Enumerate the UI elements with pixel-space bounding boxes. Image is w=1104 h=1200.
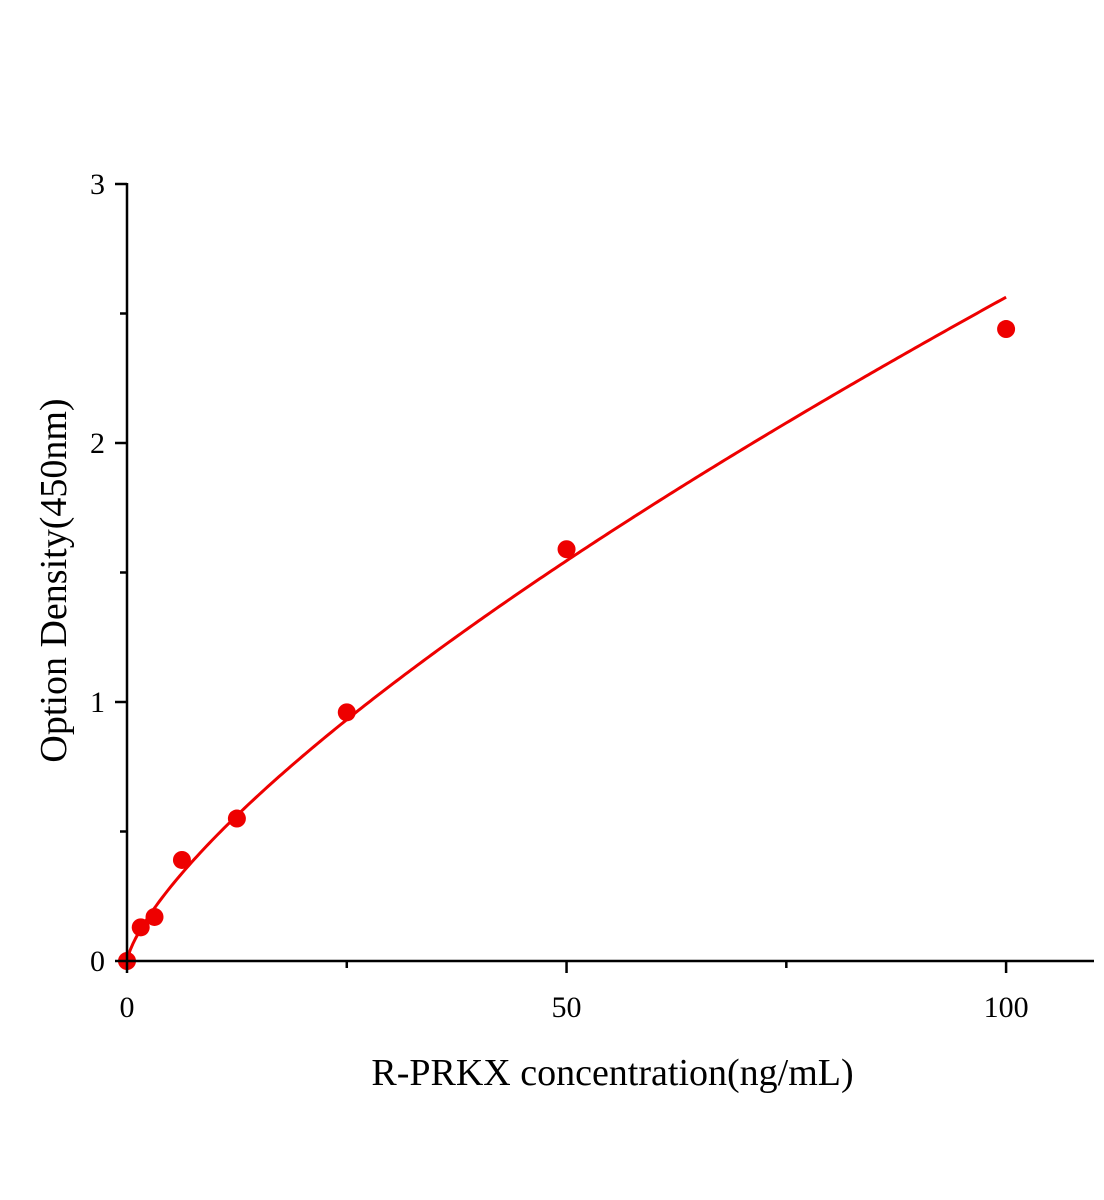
data-point	[997, 320, 1016, 339]
data-point	[227, 809, 246, 828]
fit-curve-layer	[125, 295, 1007, 962]
y-tick-label: 3	[90, 168, 105, 201]
data-point	[557, 540, 576, 559]
y-tick-label: 0	[90, 945, 105, 978]
y-tick-label: 2	[90, 427, 105, 460]
fit-curve	[125, 295, 1007, 962]
x-tick-label: 0	[120, 991, 135, 1024]
x-tick-label: 50	[552, 991, 582, 1024]
data-point	[131, 918, 150, 937]
axes	[125, 183, 1094, 963]
data-point	[172, 850, 191, 869]
data-points-layer	[118, 320, 1016, 970]
data-point	[337, 703, 356, 722]
ticks: 0 50 100 0 1 2 3	[90, 168, 1029, 1024]
x-axis-title: R-PRKX concentration(ng/mL)	[371, 1052, 853, 1094]
x-tick-label: 100	[984, 991, 1029, 1024]
y-tick-label: 1	[90, 686, 105, 719]
y-axis-title: Option Density(450nm)	[33, 398, 75, 762]
data-point	[145, 907, 164, 926]
